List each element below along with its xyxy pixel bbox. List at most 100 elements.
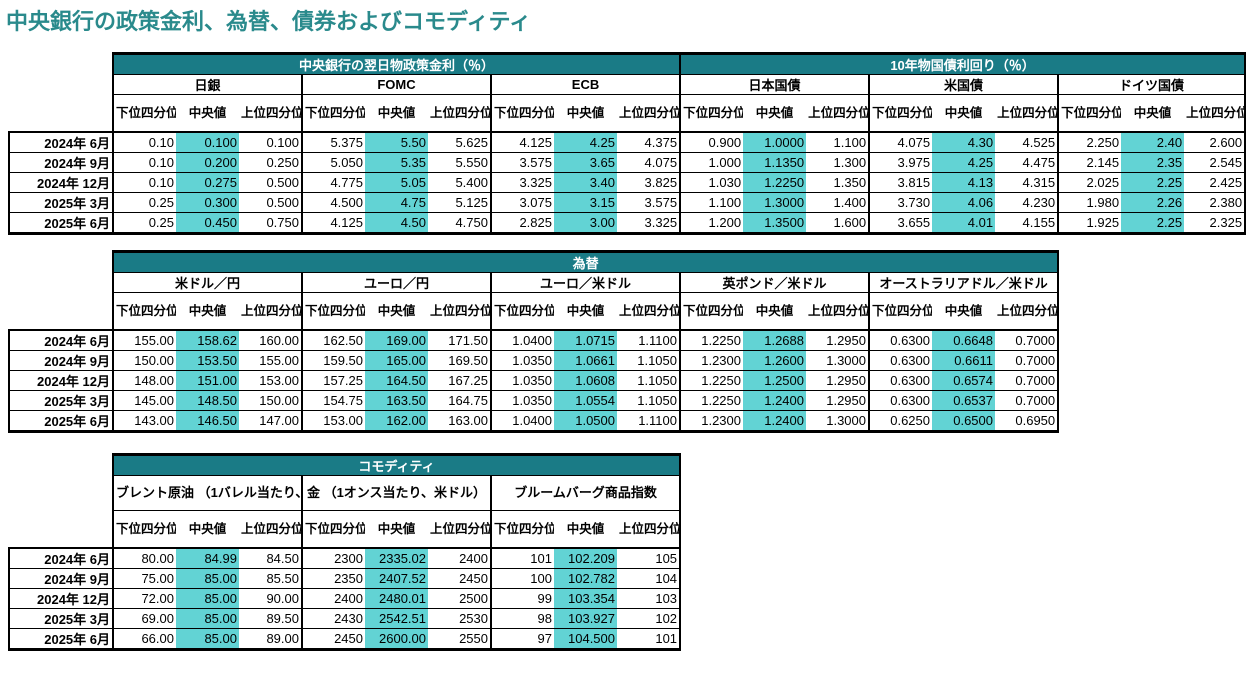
median-header: 中央値 (743, 292, 806, 331)
lower-quartile-cell: 1.100 (679, 192, 744, 213)
lower-quartile-cell: 1.0350 (490, 390, 554, 411)
lower-quartile-header: 下位四分位数 (679, 94, 744, 133)
lower-quartile-header: 下位四分位数 (301, 292, 365, 331)
group-ecb: ECB (489, 74, 682, 95)
lower-quartile-cell: 98 (490, 608, 554, 629)
row-label: 2025年 3月 (8, 390, 114, 411)
upper-quartile-cell: 164.75 (428, 390, 492, 411)
upper-quartile-cell: 1.3000 (806, 410, 870, 433)
median-cell: 2.25 (1121, 212, 1185, 235)
banner-commodities: コモディティ (111, 453, 682, 476)
upper-quartile-cell: 0.7000 (995, 370, 1060, 391)
lower-quartile-cell: 75.00 (112, 568, 176, 589)
median-cell: 102.782 (554, 568, 617, 589)
commodities-table: コモディティ ブレント原油 （1バレル当たり、米ドル） 金 （1オンス当たり、米… (8, 453, 682, 651)
table-row: 2024年 6月 155.00 158.62 160.00 162.50 169.00 17… (8, 329, 1060, 351)
banner-10y-yields: 10年物国債利回り（％） (679, 52, 1247, 75)
row-label: 2025年 3月 (8, 192, 114, 213)
lower-quartile-cell: 3.815 (868, 172, 933, 193)
row-label: 2024年 6月 (8, 547, 114, 569)
median-cell: 2335.02 (365, 548, 428, 569)
row-label: 2024年 6月 (8, 329, 114, 351)
median-cell: 84.99 (176, 548, 239, 569)
upper-quartile-cell: 2450 (428, 568, 492, 589)
lower-quartile-cell: 0.10 (112, 132, 176, 153)
upper-quartile-cell: 2.600 (1184, 132, 1247, 153)
lower-quartile-cell: 101 (490, 548, 554, 569)
median-cell: 0.6648 (932, 330, 995, 351)
group-fomc: FOMC (301, 74, 492, 95)
upper-quartile-header: 上位四分位数 (806, 292, 870, 331)
group-jgb: 日本国債 (679, 74, 871, 95)
median-cell: 1.0500 (554, 410, 617, 433)
table-row: 2025年 3月 0.25 0.300 0.500 4.500 4.75 5.125 3.07… (8, 192, 1247, 213)
upper-quartile-cell: 169.50 (428, 350, 492, 371)
lower-quartile-cell: 159.50 (301, 350, 365, 371)
table-row: 2025年 3月 69.00 85.00 89.50 2430 2542.51 2530 98… (8, 608, 682, 629)
median-cell: 2407.52 (365, 568, 428, 589)
median-cell: 4.13 (932, 172, 996, 193)
median-cell: 0.6574 (932, 370, 995, 391)
group-header-row: 米ドル／円 ユーロ／円 ユーロ／米ドル 英ポンド／米ドル オーストラリアドル／米… (9, 272, 1060, 293)
lower-quartile-cell: 2430 (301, 608, 365, 629)
lower-quartile-cell: 162.50 (301, 330, 365, 351)
lower-quartile-cell: 1.2250 (679, 370, 743, 391)
median-cell: 104.500 (554, 628, 617, 651)
lower-quartile-cell: 3.075 (490, 192, 554, 213)
lower-quartile-cell: 0.6300 (868, 330, 932, 351)
lower-quartile-cell: 1.2300 (679, 350, 743, 371)
upper-quartile-header: 上位四分位数 (239, 510, 303, 549)
median-cell: 0.6537 (932, 390, 995, 411)
upper-quartile-cell: 2550 (428, 628, 492, 651)
lower-quartile-cell: 0.6300 (868, 390, 932, 411)
median-cell: 0.200 (176, 152, 239, 173)
lower-quartile-cell: 1.0350 (490, 350, 554, 371)
median-header: 中央値 (554, 94, 617, 133)
lower-quartile-cell: 0.6300 (868, 370, 932, 391)
row-label: 2024年 9月 (8, 568, 114, 589)
lower-quartile-header: 下位四分位数 (301, 510, 365, 549)
upper-quartile-cell: 0.500 (239, 192, 303, 213)
upper-quartile-cell: 1.2950 (806, 370, 870, 391)
table-row: 2024年 12月 0.10 0.275 0.500 4.775 5.05 5.400 3.3… (8, 172, 1247, 193)
median-cell: 1.2400 (743, 410, 806, 433)
upper-quartile-cell: 1.300 (806, 152, 871, 173)
row-label: 2024年 9月 (8, 152, 114, 173)
median-cell: 165.00 (365, 350, 428, 371)
lower-quartile-cell: 2350 (301, 568, 365, 589)
upper-quartile-cell: 1.100 (806, 132, 871, 153)
group-eurjpy: ユーロ／円 (301, 272, 492, 293)
lower-quartile-cell: 66.00 (112, 628, 176, 651)
median-cell: 5.05 (365, 172, 428, 193)
upper-quartile-cell: 1.1100 (617, 330, 681, 351)
rates-yields-table: 中央銀行の翌日物政策金利（％） 10年物国債利回り（％） 日銀 FOMC ECB… (8, 52, 1247, 235)
median-cell: 2.35 (1121, 152, 1185, 173)
upper-quartile-cell: 4.375 (617, 132, 682, 153)
median-cell: 2542.51 (365, 608, 428, 629)
lower-quartile-cell: 4.125 (301, 212, 365, 235)
median-cell: 151.00 (176, 370, 239, 391)
upper-quartile-cell: 150.00 (239, 390, 303, 411)
median-cell: 85.00 (176, 608, 239, 629)
upper-quartile-cell: 4.155 (995, 212, 1060, 235)
median-header: 中央値 (1121, 94, 1185, 133)
sub-header-row: 下位四分位数中央値上位四分位数下位四分位数中央値上位四分位数下位四分位数中央値上… (9, 292, 1060, 331)
upper-quartile-cell: 4.475 (995, 152, 1060, 173)
lower-quartile-cell: 1.980 (1057, 192, 1122, 213)
median-header: 中央値 (932, 94, 996, 133)
upper-quartile-cell: 0.7000 (995, 330, 1060, 351)
median-cell: 3.65 (554, 152, 617, 173)
group-gold: 金 （1オンス当たり、米ドル） (301, 475, 492, 511)
upper-quartile-cell: 89.50 (239, 608, 303, 629)
lower-quartile-cell: 3.730 (868, 192, 933, 213)
lower-quartile-header: 下位四分位数 (112, 292, 176, 331)
table-row: 2024年 12月 148.00 151.00 153.00 157.25 164.50 1… (8, 370, 1060, 391)
upper-quartile-cell: 104 (617, 568, 682, 589)
group-usdjpy: 米ドル／円 (112, 272, 303, 293)
upper-quartile-cell: 1.400 (806, 192, 871, 213)
median-header: 中央値 (365, 510, 428, 549)
lower-quartile-cell: 2.825 (490, 212, 554, 235)
upper-quartile-cell: 0.250 (239, 152, 303, 173)
lower-quartile-cell: 2.250 (1057, 132, 1122, 153)
lower-quartile-cell: 69.00 (112, 608, 176, 629)
